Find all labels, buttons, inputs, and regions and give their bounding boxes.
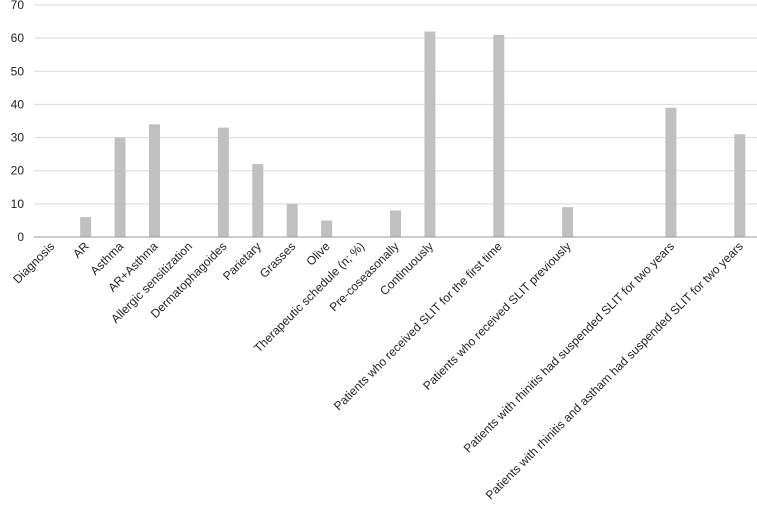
y-tick-label: 60	[11, 31, 25, 45]
y-axis-tick-labels: 0 10 20 30 40 50 60 70	[11, 0, 25, 244]
bar-18	[665, 107, 677, 237]
x-category-label: Grasses	[257, 239, 298, 280]
bar-15	[562, 207, 574, 237]
y-tick-label: 10	[11, 197, 25, 211]
y-tick-label: 0	[17, 230, 24, 244]
bar-7	[286, 203, 298, 237]
y-tick-label: 20	[11, 164, 25, 178]
bar-11	[424, 31, 436, 238]
bar-6	[252, 164, 264, 237]
bar-20	[734, 134, 746, 237]
y-tick-label: 70	[11, 0, 25, 12]
y-tick-label: 30	[11, 131, 25, 145]
x-category-label: Diagnosis	[10, 239, 57, 286]
y-tick-label: 40	[11, 97, 25, 111]
bar-2	[114, 137, 126, 237]
bar-5	[217, 127, 229, 237]
gridlines	[34, 4, 757, 205]
x-category-label: AR	[70, 239, 92, 261]
bar-13	[493, 34, 505, 238]
x-category-label: Olive	[304, 239, 333, 268]
bar-1	[80, 217, 92, 237]
bars	[80, 31, 746, 238]
bar-3	[149, 124, 160, 237]
y-tick-label: 50	[11, 64, 25, 78]
bar-10	[390, 210, 401, 237]
bar-8	[321, 220, 333, 237]
x-category-label: Patients with rhinitis and astham had su…	[483, 239, 746, 502]
x-category-label: Parietary	[220, 239, 264, 283]
